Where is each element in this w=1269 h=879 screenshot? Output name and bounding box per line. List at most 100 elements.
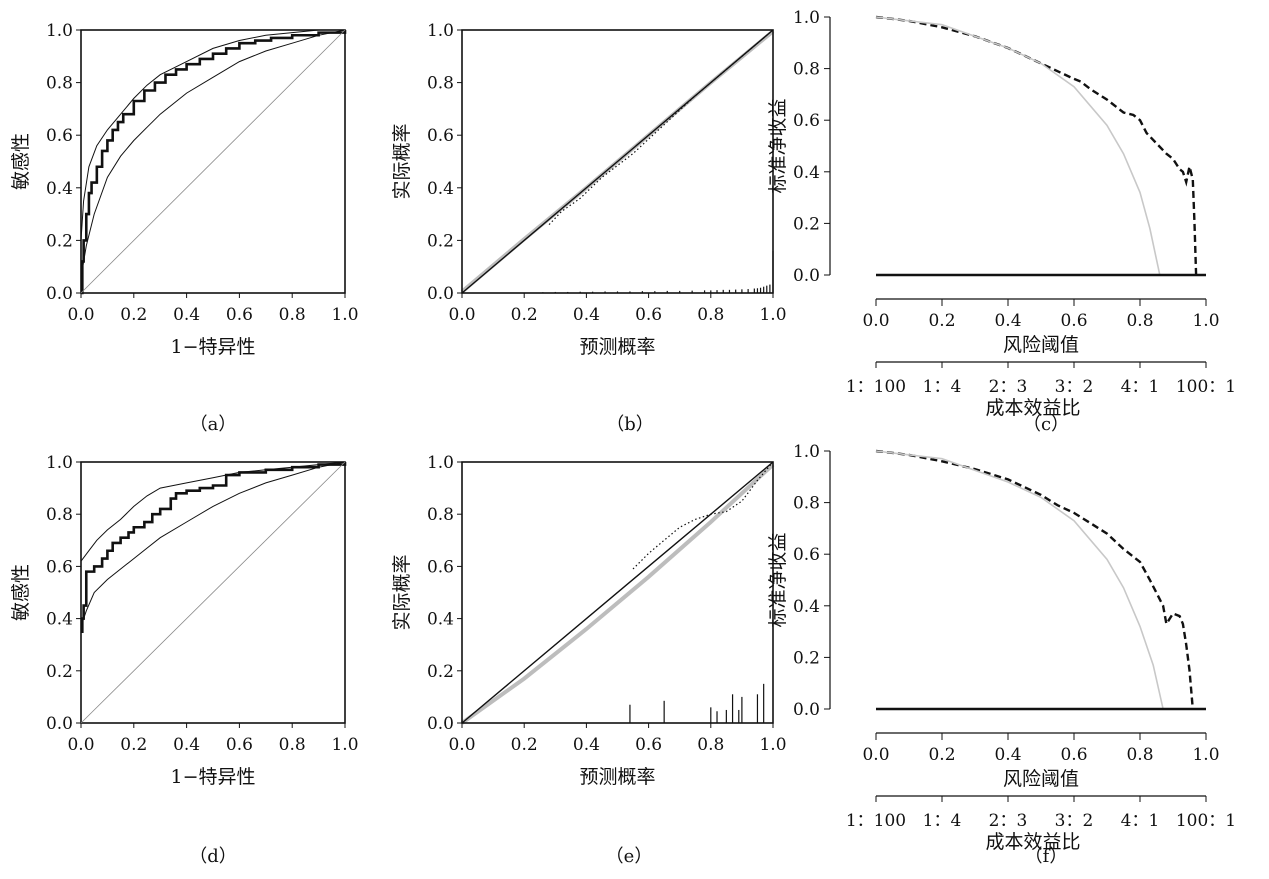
y-tick-label: 0.2	[793, 648, 820, 668]
y-axis-label: 标准净收益	[767, 98, 789, 193]
cost-benefit-tick-label: 2：3	[989, 811, 1028, 831]
x-tick-label: 0.6	[1060, 311, 1087, 331]
y-tick-label: 1.0	[793, 8, 820, 28]
cost-benefit-axis-label: 成本效益比	[985, 831, 1080, 853]
x-tick-label: 0.8	[697, 735, 724, 755]
y-tick-label: 0.2	[427, 662, 454, 682]
x-tick-label: 0.8	[1126, 745, 1153, 765]
cost-benefit-tick-label: 4：1	[1121, 811, 1160, 831]
x-tick-label: 0.6	[635, 735, 662, 755]
treat-all-curve	[875, 450, 1164, 710]
y-tick-label: 0.8	[793, 60, 820, 80]
y-tick-label: 0.0	[793, 700, 820, 720]
y-tick-label: 0.4	[793, 597, 820, 617]
x-axis-label: 风险阈值	[1003, 768, 1079, 790]
y-tick-label: 0.6	[46, 126, 73, 146]
y-tick-label: 0.0	[793, 266, 820, 286]
x-tick-label: 0.8	[279, 735, 306, 755]
y-axis-label: 实际概率	[391, 123, 413, 199]
y-tick-label: 0.0	[427, 714, 454, 734]
y-tick-label: 0.6	[793, 545, 820, 565]
panel-caption: （f）	[1025, 846, 1068, 867]
cost-benefit-tick-label: 100：1	[1176, 811, 1236, 831]
y-tick-label: 0.2	[46, 231, 73, 251]
panel-a: 0.0 0.2 0.4 0.6 0.8 1.0 0.0 0.2 0.4 0.6 0.8 1.0 1−特异…	[10, 21, 359, 435]
x-tick-label: 0.6	[635, 305, 662, 325]
panel-c: 0.0 0.2 0.4 0.6 0.8 1.0 0.0 0.2 0.4 0.6 0.8 1.0 风险阈值…	[767, 8, 1236, 435]
x-tick-label: 0.4	[573, 735, 600, 755]
y-tick-label: 0.8	[46, 505, 73, 525]
reference-diagonal	[80, 461, 346, 724]
y-tick-label: 1.0	[427, 21, 454, 41]
cost-benefit-tick-label: 1：4	[923, 811, 962, 831]
x-axis-label: 预测概率	[579, 336, 655, 358]
cost-benefit-tick-label: 100：1	[1176, 377, 1236, 397]
x-tick-label: 0.8	[279, 305, 306, 325]
y-axis-label: 实际概率	[391, 554, 413, 630]
cost-benefit-tick-label: 1：100	[846, 811, 906, 831]
bias-corrected-line	[460, 463, 775, 725]
x-tick-label: 0.2	[511, 305, 538, 325]
panel-caption: （a）	[190, 414, 237, 435]
plot-frame	[80, 29, 346, 294]
plot-frame	[80, 461, 346, 724]
y-tick-label: 0.0	[427, 284, 454, 304]
y-axis-label: 标准净收益	[767, 532, 789, 627]
panel-e: 0.0 0.2 0.4 0.6 0.8 1.0 0.0 0.2 0.4 0.6 0.8 1.0 预测概率…	[391, 453, 787, 867]
x-tick-label: 0.0	[67, 735, 94, 755]
y-tick-label: 0.2	[427, 231, 454, 251]
x-tick-label: 0.4	[573, 305, 600, 325]
y-tick-label: 0.6	[793, 111, 820, 131]
y-tick-label: 0.4	[427, 179, 454, 199]
x-tick-label: 1.0	[1192, 745, 1219, 765]
y-tick-label: 0.4	[46, 179, 73, 199]
panel-caption: （e）	[606, 846, 653, 867]
y-tick-label: 0.6	[427, 126, 454, 146]
x-tick-label: 0.0	[862, 311, 889, 331]
cost-benefit-tick-label: 1：4	[923, 377, 962, 397]
y-tick-label: 0.8	[427, 505, 454, 525]
panel-caption: （d）	[189, 846, 237, 867]
y-tick-label: 1.0	[427, 453, 454, 473]
x-tick-label: 0.4	[994, 745, 1021, 765]
x-tick-label: 0.4	[173, 735, 200, 755]
y-tick-label: 1.0	[46, 453, 73, 473]
reference-diagonal	[80, 29, 346, 294]
y-tick-label: 0.8	[46, 74, 73, 94]
x-tick-label: 0.0	[448, 735, 475, 755]
x-tick-label: 0.8	[1126, 311, 1153, 331]
ideal-line	[461, 29, 774, 294]
cost-benefit-tick-label: 4：1	[1121, 377, 1160, 397]
y-tick-label: 1.0	[46, 21, 73, 41]
y-axis-label: 敏感性	[10, 133, 32, 190]
cost-benefit-tick-label: 3：2	[1055, 811, 1094, 831]
x-tick-label: 0.4	[173, 305, 200, 325]
x-tick-label: 0.6	[1060, 745, 1087, 765]
roc-curve	[81, 462, 347, 633]
x-tick-label: 0.2	[928, 745, 955, 765]
y-tick-label: 0.8	[427, 74, 454, 94]
x-tick-label: 0.8	[697, 305, 724, 325]
x-axis-label: 1−特异性	[170, 766, 255, 788]
x-tick-label: 0.6	[226, 735, 253, 755]
y-tick-label: 0.8	[793, 494, 820, 514]
x-tick-label: 0.6	[226, 305, 253, 325]
x-tick-label: 0.0	[862, 745, 889, 765]
cost-benefit-tick-label: 3：2	[1055, 377, 1094, 397]
y-tick-label: 0.2	[46, 662, 73, 682]
panel-b: 0.0 0.2 0.4 0.6 0.8 1.0 0.0 0.2 0.4 0.6 0.8 1.0 预测概率…	[391, 21, 787, 435]
cost-benefit-tick-label: 1：100	[846, 377, 906, 397]
y-tick-label: 0.4	[793, 163, 820, 183]
y-tick-label: 0.0	[46, 284, 73, 304]
panel-caption: （c）	[1023, 414, 1069, 435]
roc-curve	[81, 30, 347, 295]
y-tick-label: 0.6	[427, 557, 454, 577]
y-tick-label: 0.2	[793, 214, 820, 234]
apparent-line	[548, 29, 774, 226]
x-tick-label: 0.2	[120, 735, 147, 755]
ideal-line	[461, 461, 774, 724]
cost-benefit-axis-label: 成本效益比	[985, 397, 1080, 419]
x-tick-label: 1.0	[759, 735, 786, 755]
x-tick-label: 1.0	[331, 735, 358, 755]
x-axis-label: 1−特异性	[170, 336, 255, 358]
